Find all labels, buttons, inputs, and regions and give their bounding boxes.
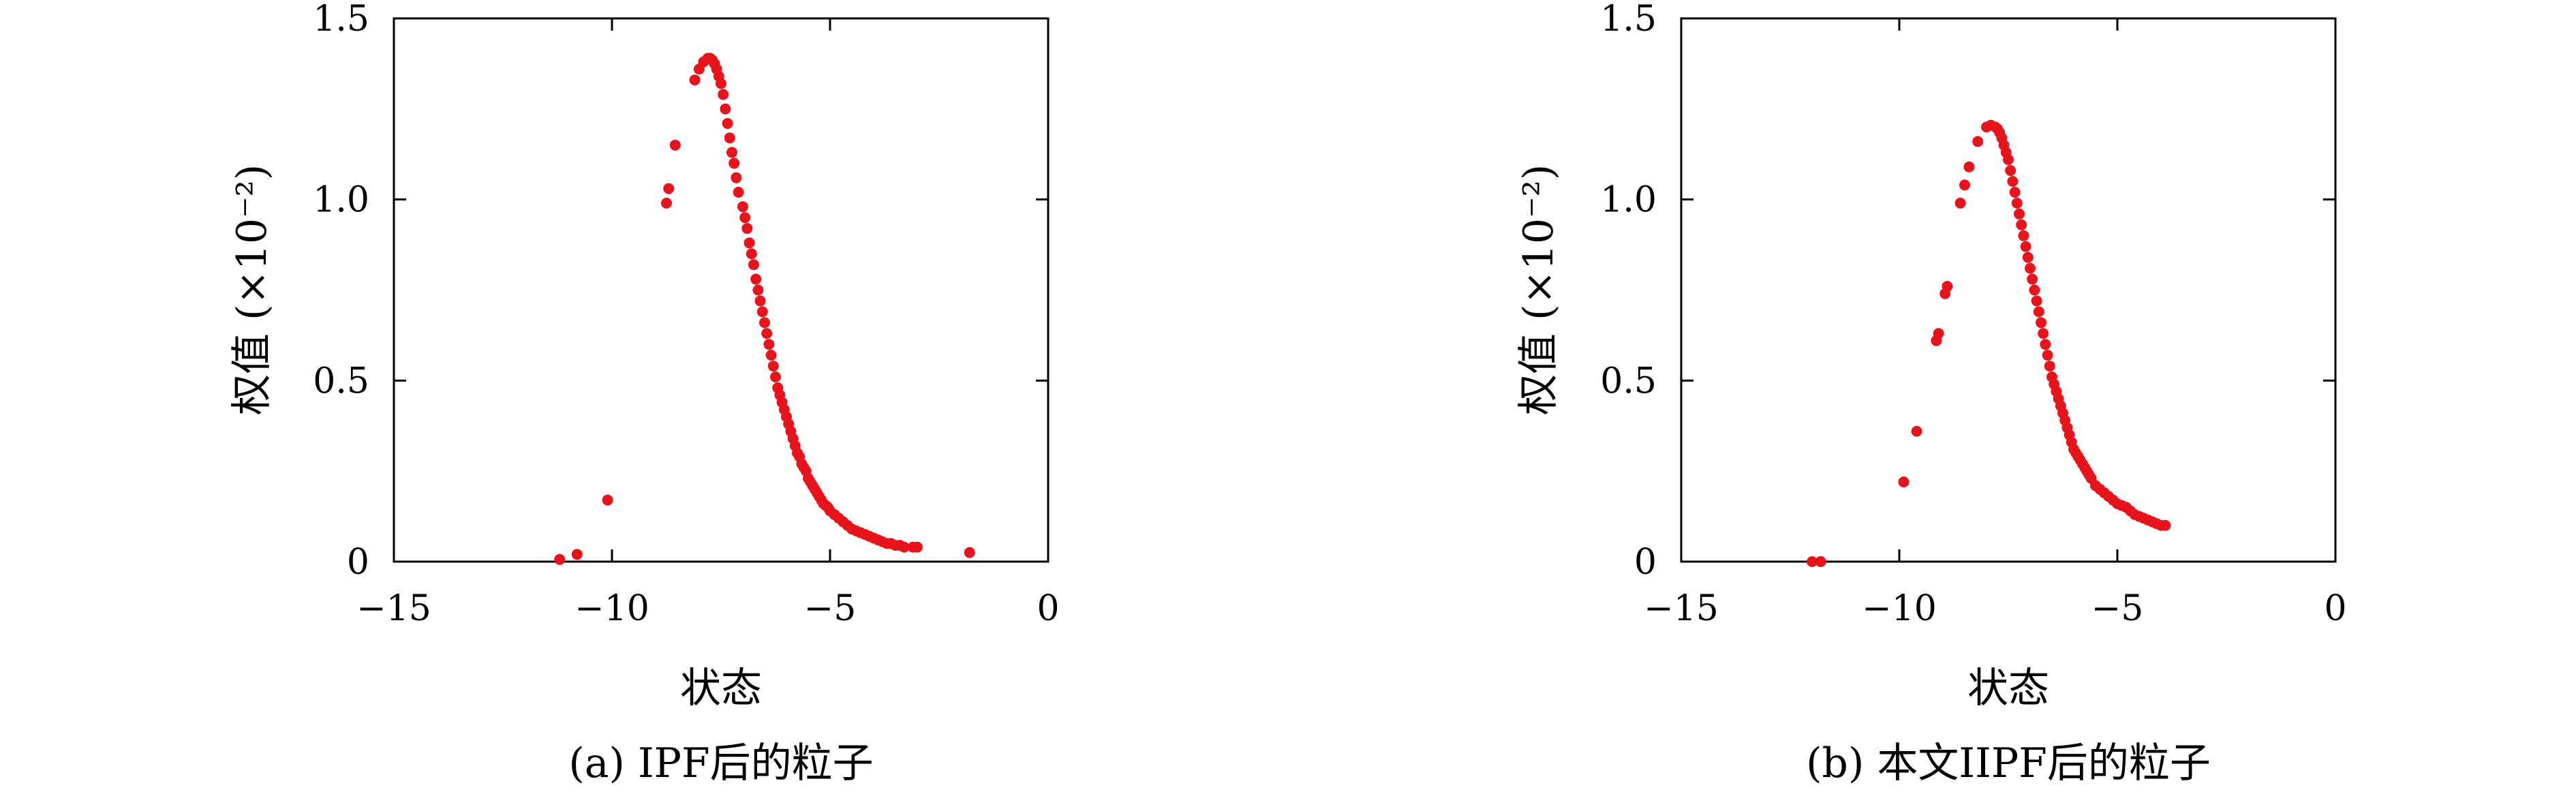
panel-a-data-point: [718, 89, 729, 100]
panel-a-x-ticks: −15 −10 −5 0: [356, 18, 1060, 629]
panel-a-data-point: [731, 172, 742, 183]
panel-b-x-tick-label: −10: [1862, 588, 1937, 629]
panel-a-data-point: [669, 139, 681, 151]
panel-b-data-point: [2038, 328, 2049, 339]
panel-b-x-tick-label: 0: [2324, 588, 2346, 629]
panel-a-x-tick-label: −5: [804, 588, 857, 629]
panel-a-data-point: [724, 132, 735, 144]
panel-a-y-tick-label: 0.5: [313, 361, 369, 401]
panel-a-data-point: [741, 223, 753, 234]
panel-b-data-point: [2031, 295, 2042, 307]
panel-a: −15 −10 −5 0 0 0.5 1.0 1.5 状态 权值 (×10⁻²) (a) I…: [228, 0, 1060, 787]
panel-b-y-tick-label: 0.5: [1600, 361, 1657, 401]
panel-b-frame: [1680, 17, 2337, 563]
panel-b-data-point: [2014, 208, 2025, 219]
panel-b-data-point: [2160, 519, 2171, 531]
panel-a-data-point: [743, 237, 755, 249]
panel-b-data-point: [2042, 350, 2053, 361]
panel-b-data-point: [1911, 425, 1922, 437]
panel-a-data-point: [746, 248, 757, 260]
panel-b-data-point: [1898, 476, 1910, 488]
panel-b-data-point: [1807, 556, 1818, 567]
panel-a-y-tick-label: 1.0: [313, 180, 369, 221]
panel-b-data-point: [2025, 262, 2036, 274]
panel-b-data-point: [2011, 197, 2023, 209]
panel-a-data-point: [602, 494, 613, 506]
panel-b-data-point: [1933, 328, 1944, 339]
panel-a-y-tick-label: 1.5: [313, 0, 369, 40]
panel-a-caption: (a) IPF后的粒子: [568, 740, 873, 787]
panel-b-x-axis-label: 状态: [1967, 665, 2049, 712]
panel-b-data-point: [2029, 284, 2040, 296]
panel-a-data-point: [964, 547, 975, 558]
panel-a-y-axis-label: 权值 (×10⁻²): [228, 164, 276, 415]
panel-a-data-point: [571, 549, 583, 560]
panel-a-data-point: [733, 187, 744, 198]
panel-b-data-point: [2040, 339, 2051, 350]
panel-b-data-point: [2036, 317, 2046, 329]
panel-a-points: [554, 52, 975, 565]
panel-a-data-point: [720, 103, 731, 115]
panel-a-data-point: [756, 306, 768, 318]
panel-b-x-tick-label: −5: [2091, 588, 2144, 629]
panel-b-data-point: [1959, 179, 1970, 191]
panel-a-y-ticks: 0 0.5 1.0 1.5: [313, 0, 1048, 583]
panel-a-data-point: [663, 183, 675, 194]
panel-a-data-point: [898, 541, 910, 553]
panel-b-data-point: [2005, 165, 2017, 177]
panel-a-data-point: [726, 147, 737, 158]
panel-a-x-axis-label: 状态: [680, 665, 762, 712]
panel-a-data-point: [761, 328, 773, 339]
panel-a-data-point: [763, 339, 775, 350]
panel-a-data-point: [748, 259, 759, 271]
panel-b-y-tick-label: 0: [1634, 542, 1657, 583]
panel-b-y-tick-label: 1.5: [1600, 0, 1657, 40]
panel-b-x-tick-label: −15: [1644, 588, 1719, 629]
panel-b-data-point: [2007, 176, 2019, 187]
panel-a-data-point: [554, 553, 566, 565]
panel-a-data-point: [750, 273, 762, 285]
panel-a-x-tick-label: −10: [574, 588, 649, 629]
panel-b-data-point: [2009, 187, 2021, 198]
panel-b-caption: (b) 本文IIPF后的粒子: [1806, 740, 2211, 787]
panel-a-data-point: [661, 197, 672, 209]
panel-b-data-point: [2027, 273, 2038, 285]
panel-b-data-point: [2003, 154, 2014, 166]
panel-a-data-point: [765, 350, 777, 361]
panel-b-data-point: [1963, 161, 1975, 172]
panel-a-data-point: [689, 74, 701, 86]
panel-b: −15 −10 −5 0 0 0.5 1.0 1.5 状态 权值 (×10⁻²) (b) 本…: [1515, 0, 2347, 787]
panel-b-y-axis-label: 权值 (×10⁻²): [1515, 164, 1563, 415]
panel-a-data-point: [716, 78, 726, 89]
panel-a-x-tick-label: −15: [356, 588, 431, 629]
panel-b-data-point: [2016, 219, 2027, 230]
panel-b-data-point: [2022, 252, 2034, 263]
panel-b-data-point: [1972, 136, 1984, 147]
panel-a-data-point: [739, 212, 751, 224]
panel-b-data-point: [1815, 556, 1826, 567]
panel-b-data-point: [2033, 306, 2044, 318]
panel-a-y-tick-label: 0: [347, 542, 369, 583]
panel-b-data-point: [2018, 230, 2029, 241]
panel-b-x-ticks: −15 −10 −5 0: [1644, 18, 2347, 629]
panel-b-data-point: [2020, 241, 2031, 252]
panel-b-points: [1807, 119, 2171, 567]
panel-a-frame: [393, 17, 1049, 563]
panel-a-data-point: [770, 371, 781, 383]
panel-b-y-ticks: 0 0.5 1.0 1.5: [1600, 0, 2335, 583]
panel-a-x-tick-label: 0: [1037, 588, 1059, 629]
panel-a-data-point: [759, 317, 770, 329]
panel-b-y-tick-label: 1.0: [1600, 180, 1657, 221]
panel-a-data-point: [912, 541, 923, 553]
panel-a-data-point: [752, 284, 764, 296]
panel-a-data-point: [722, 118, 733, 130]
panel-a-data-point: [737, 201, 748, 213]
panel-b-data-point: [2044, 361, 2055, 372]
panel-b-data-point: [1954, 197, 1966, 209]
panel-a-data-point: [754, 295, 766, 307]
panel-a-data-point: [767, 361, 779, 372]
panel-b-data-point: [1942, 281, 1953, 292]
panel-a-data-point: [729, 157, 740, 169]
